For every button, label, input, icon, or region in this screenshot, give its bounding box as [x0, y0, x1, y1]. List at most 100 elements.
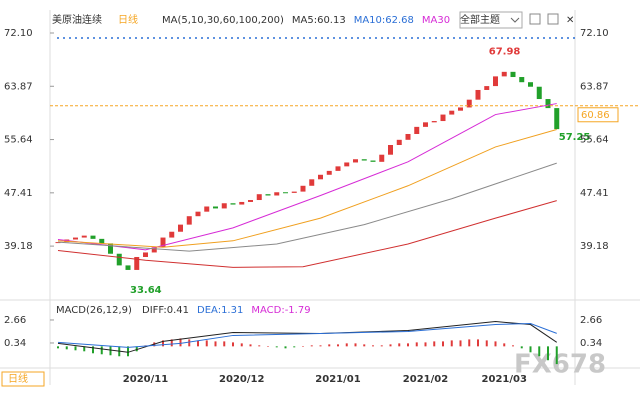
- theme-button[interactable]: [459, 11, 523, 29]
- y-tick-label: 2.66: [4, 315, 26, 326]
- macd-bar: [127, 346, 129, 357]
- dot-row: [429, 37, 431, 39]
- ma-line: [57, 200, 557, 268]
- dot-row: [93, 37, 95, 39]
- price-annotation: 57.25: [559, 132, 591, 143]
- y-tick-label: 72.10: [4, 28, 33, 39]
- macd-bar: [302, 346, 304, 347]
- candle: [265, 194, 271, 196]
- macd-bar: [249, 344, 252, 347]
- dot-row: [183, 37, 185, 39]
- candle: [283, 192, 288, 194]
- macd-bar: [372, 345, 374, 347]
- candle: [274, 192, 280, 196]
- dot-row: [135, 37, 137, 39]
- candle: [484, 86, 490, 90]
- candle: [449, 110, 455, 115]
- y-tick-label: 63.87: [4, 81, 33, 92]
- period-button-label[interactable]: 日线: [8, 372, 28, 385]
- macd-bar: [485, 340, 488, 347]
- macd-bar: [389, 344, 392, 347]
- dot-row: [165, 37, 167, 39]
- candle: [405, 133, 411, 140]
- dot-row: [573, 37, 575, 39]
- candle: [353, 159, 358, 163]
- candle: [230, 203, 236, 205]
- dot-row: [327, 37, 329, 39]
- y-tick-label-right: 2.66: [580, 315, 602, 326]
- macd-bar: [109, 346, 112, 356]
- dot-row: [549, 37, 551, 39]
- macd-bar: [232, 342, 234, 347]
- dot-row: [69, 37, 71, 39]
- period: 日线: [118, 13, 138, 26]
- candle: [309, 179, 315, 186]
- dot-row: [423, 37, 425, 39]
- macd-bar: [459, 340, 462, 347]
- macd-bar: [450, 340, 453, 347]
- dot-row: [255, 37, 257, 39]
- macd-bar: [310, 345, 313, 347]
- candle: [221, 203, 227, 209]
- candle: [134, 256, 140, 270]
- dot-row: [477, 37, 479, 39]
- x-tick-label: 2021/02: [403, 374, 448, 385]
- macd-bar: [267, 346, 269, 347]
- dot-row: [561, 37, 563, 39]
- ma-line: [57, 162, 557, 252]
- macd-bar: [179, 338, 182, 347]
- macd-bar: [258, 345, 261, 347]
- dot-row: [303, 37, 305, 39]
- candle: [466, 99, 472, 108]
- macd-bar: [65, 346, 68, 350]
- icon: [547, 13, 559, 25]
- candle: [344, 162, 350, 167]
- y-tick-label: 47.41: [4, 188, 33, 199]
- candle: [528, 82, 533, 87]
- macd-bar: [538, 346, 541, 357]
- dot-row: [363, 37, 365, 39]
- candle: [440, 114, 446, 122]
- macd-bar: [197, 340, 199, 347]
- candle: [178, 224, 183, 232]
- period-button[interactable]: [1, 371, 45, 387]
- candle: [501, 71, 507, 77]
- macd-bar: [512, 345, 514, 347]
- macd-bar: [337, 344, 339, 347]
- candle: [545, 99, 551, 109]
- dot-row: [213, 37, 215, 39]
- candle: [73, 237, 78, 240]
- dot-row: [507, 37, 509, 39]
- dot-row: [309, 37, 311, 39]
- macd-bar: [442, 341, 444, 347]
- dot-row: [501, 37, 503, 39]
- theme-button-label[interactable]: 全部主题: [460, 13, 500, 26]
- macd-bar: [240, 343, 243, 347]
- candle: [239, 201, 245, 205]
- dot-row: [531, 37, 533, 39]
- macd-bar: [135, 346, 138, 352]
- candle: [510, 71, 516, 78]
- candle: [396, 139, 402, 145]
- dot-row: [123, 37, 125, 39]
- dot-row: [75, 37, 77, 39]
- ma-line: [57, 103, 557, 251]
- macd-bar: [468, 339, 471, 347]
- instrument-title: 美原油连续: [52, 13, 102, 26]
- candle: [414, 126, 420, 134]
- candle: [458, 107, 463, 111]
- macd-bar: [92, 346, 94, 354]
- y-tick-label-right: 55.64: [580, 135, 609, 146]
- macd-bar: [275, 346, 278, 348]
- y-tick-label-right: 0.34: [580, 338, 602, 349]
- dot-row: [237, 37, 239, 39]
- dot-row: [111, 37, 113, 39]
- dot-row: [417, 37, 419, 39]
- dot-row: [555, 37, 557, 39]
- macd-bar: [407, 343, 409, 347]
- dot-row: [261, 37, 263, 39]
- macd-bar: [433, 341, 436, 347]
- candle: [519, 77, 525, 83]
- dot-row: [465, 37, 467, 39]
- dot-row: [483, 37, 485, 39]
